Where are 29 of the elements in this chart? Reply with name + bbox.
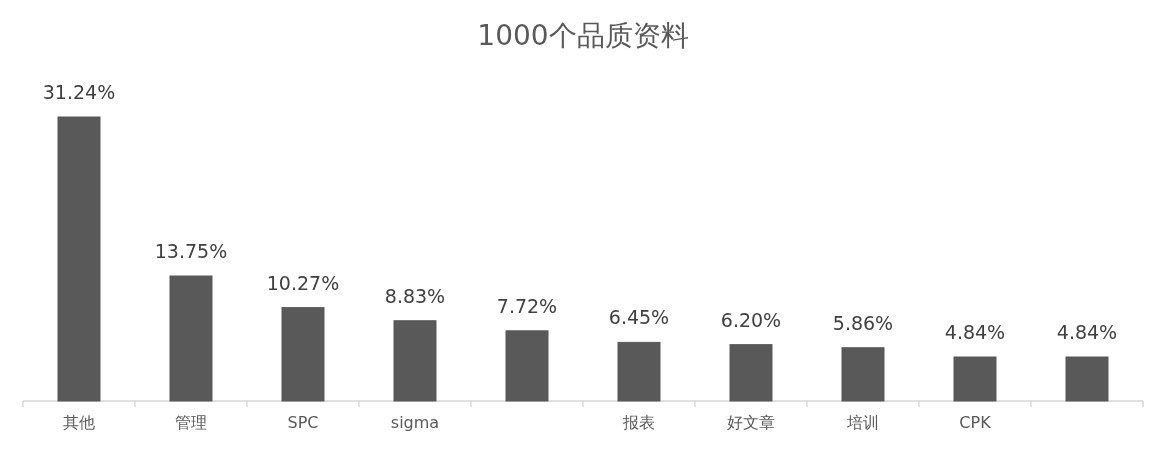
- data-label: 4.84%: [1056, 321, 1118, 343]
- data-label: 13.75%: [154, 240, 228, 262]
- data-label: 31.24%: [42, 81, 116, 103]
- x-tick-label: 其他: [63, 413, 95, 432]
- bar: [729, 344, 773, 402]
- data-label: 7.72%: [496, 294, 558, 317]
- data-label: 10.27%: [266, 271, 340, 294]
- bar: [505, 330, 549, 402]
- x-tick-label: SPC: [287, 413, 319, 432]
- x-tick-label: 好文章: [727, 413, 775, 432]
- data-label: 6.20%: [720, 308, 782, 331]
- chart-title: 1000个品质资料: [477, 19, 689, 52]
- bar: [57, 116, 101, 402]
- data-label: 4.84%: [944, 321, 1006, 343]
- data-label: 5.86%: [832, 311, 894, 334]
- data-label: 8.83%: [384, 284, 446, 307]
- x-tick-label: 管理: [175, 413, 207, 432]
- x-tick-label: 报表: [622, 413, 655, 432]
- bar: [617, 341, 661, 402]
- bar: [393, 320, 437, 402]
- data-label: 6.45%: [608, 306, 670, 329]
- x-tick-label: 培训: [846, 413, 879, 432]
- bar: [841, 347, 885, 402]
- bar: [1065, 356, 1109, 402]
- bar: [281, 307, 325, 402]
- bar: [953, 356, 997, 402]
- x-tick-label: sigma: [390, 413, 440, 432]
- bar: [169, 275, 213, 402]
- x-tick-label: CPK: [959, 413, 992, 432]
